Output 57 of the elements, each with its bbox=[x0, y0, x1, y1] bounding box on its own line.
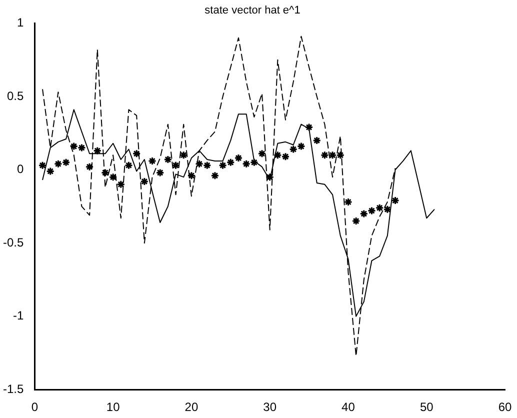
point bbox=[336, 150, 345, 160]
point bbox=[70, 142, 78, 151]
y-tick-label: 0.5 bbox=[6, 88, 24, 103]
point bbox=[195, 160, 204, 168]
x-tick-label: 40 bbox=[342, 400, 356, 414]
point bbox=[266, 172, 274, 182]
x-tick-label: 60 bbox=[498, 400, 512, 414]
point bbox=[202, 161, 212, 170]
x-tick-label: 0 bbox=[31, 400, 38, 414]
y-tick-label: 1 bbox=[16, 16, 24, 30]
point bbox=[304, 123, 314, 132]
y-tick-label: -0.5 bbox=[2, 235, 24, 250]
point bbox=[187, 171, 196, 180]
point bbox=[85, 162, 94, 172]
point bbox=[93, 146, 102, 155]
point bbox=[164, 155, 172, 164]
point bbox=[234, 154, 243, 162]
point bbox=[116, 180, 126, 189]
point bbox=[352, 216, 360, 226]
point bbox=[391, 196, 400, 205]
point bbox=[124, 161, 133, 170]
point bbox=[100, 168, 110, 177]
point bbox=[312, 136, 322, 145]
point bbox=[140, 177, 149, 186]
point bbox=[242, 160, 251, 168]
point bbox=[367, 206, 376, 216]
point bbox=[258, 149, 266, 158]
x-tick-label: 20 bbox=[184, 400, 198, 414]
point bbox=[218, 161, 228, 170]
point bbox=[383, 205, 392, 214]
point bbox=[46, 166, 55, 176]
point bbox=[320, 150, 329, 160]
point bbox=[360, 209, 368, 218]
point bbox=[226, 158, 235, 167]
point bbox=[296, 142, 306, 151]
point bbox=[375, 204, 384, 212]
point bbox=[54, 160, 62, 168]
x-tick-label: 10 bbox=[106, 400, 120, 414]
x-tick-label: 50 bbox=[420, 400, 434, 414]
point bbox=[289, 144, 298, 154]
y-tick-label: 0 bbox=[16, 162, 24, 176]
point bbox=[77, 144, 86, 152]
y-tick-label: -1.5 bbox=[2, 382, 24, 396]
point bbox=[156, 168, 164, 177]
point bbox=[38, 161, 47, 170]
point bbox=[132, 149, 141, 158]
point bbox=[62, 158, 70, 167]
point bbox=[210, 171, 220, 180]
point bbox=[273, 150, 282, 160]
x-tick-label: 30 bbox=[263, 400, 277, 414]
point bbox=[148, 156, 157, 166]
point bbox=[250, 158, 258, 167]
chart-title: state vector hat e^1 bbox=[204, 4, 300, 17]
point bbox=[108, 172, 118, 182]
point bbox=[344, 198, 352, 206]
y-tick-label: -1 bbox=[13, 308, 24, 323]
point bbox=[281, 152, 290, 161]
